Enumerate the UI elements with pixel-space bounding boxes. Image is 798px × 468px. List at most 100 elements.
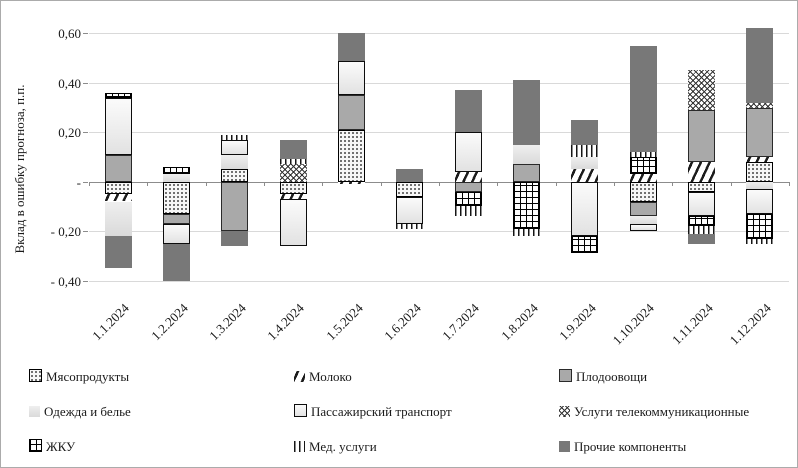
legend-label: Мясопродукты <box>46 369 130 384</box>
y-tick-label: 0,20 <box>58 125 81 141</box>
bar-segment-utilities <box>688 216 715 227</box>
bar-segment-clothes <box>746 181 774 190</box>
y-tick-label: 0,40 <box>58 75 81 91</box>
legend-label: Одежда и белье <box>44 404 131 419</box>
bar-segment-medical <box>221 134 249 140</box>
legend-label: Прочие компоненты <box>574 439 687 454</box>
legend-item-meat: Мясопродукты <box>29 369 129 385</box>
bar-segment-milk <box>688 161 715 182</box>
bar-segment-fruitveg <box>338 95 365 130</box>
bar-segment-medical <box>571 144 599 157</box>
legend-item-other: Прочие компоненты <box>559 439 686 455</box>
x-axis-tick <box>497 181 499 186</box>
legend-item-utilities: ЖКУ <box>29 439 75 455</box>
bar-segment-clothes <box>571 157 599 170</box>
bar-segment-transport <box>104 97 132 155</box>
bar-segment-meat <box>396 181 424 197</box>
bar-segment-transport <box>454 132 482 172</box>
y-axis-tick <box>83 280 88 282</box>
legend-label: Молоко <box>309 369 352 384</box>
x-axis-tick <box>555 181 557 186</box>
bar-segment-other <box>279 139 307 160</box>
y-tick-label: - 0,20 <box>50 224 81 240</box>
legend-item-clothes: Одежда и белье <box>29 404 131 420</box>
y-gridline <box>89 82 789 84</box>
legend-label: Услуги телекоммуникационные <box>574 404 750 419</box>
bar-segment-utilities <box>454 191 482 207</box>
bar-segment-meat <box>104 181 132 195</box>
bar-segment-telecom <box>279 164 307 182</box>
x-axis-tick <box>264 181 265 186</box>
legend-item-medical: Мед. услуги <box>294 439 377 455</box>
bar-segment-other <box>454 90 482 133</box>
x-axis-tick <box>147 181 149 186</box>
bar-segment-transport <box>221 139 249 155</box>
bar-segment-meat <box>746 161 774 182</box>
bar-segment-transport <box>279 199 307 246</box>
bar-segment-other <box>746 28 774 103</box>
legend-label: Мед. услуги <box>309 439 377 454</box>
legend-item-fruitveg: Плодоовощи <box>559 369 647 385</box>
bar-segment-fruitveg <box>688 110 715 162</box>
bar-segment-other <box>513 80 540 145</box>
bar-segment-fruitveg <box>629 201 657 217</box>
x-axis-tick <box>380 181 382 186</box>
x-axis-tick <box>614 181 615 186</box>
bar-segment-milk <box>571 169 599 182</box>
y-gridline <box>89 33 789 35</box>
bar-segment-meat <box>163 181 190 214</box>
legend-swatch-utilities <box>29 439 42 452</box>
bar-segment-meat <box>688 181 715 192</box>
bar-segment-clothes <box>629 216 657 224</box>
y-gridline <box>89 280 789 282</box>
y-tick-label: - <box>76 174 81 190</box>
bar-segment-medical <box>396 223 424 229</box>
y-gridline <box>89 132 789 134</box>
bar-segment-meat <box>279 181 307 195</box>
bar-segment-utilities <box>746 213 774 239</box>
bar-segment-medical <box>513 228 540 237</box>
bar-segment-meat <box>221 169 249 182</box>
bar-segment-clothes <box>163 174 190 182</box>
legend-item-transport: Пассажирский транспорт <box>294 404 452 420</box>
bar-segment-transport <box>163 223 190 244</box>
bar-segment-milk <box>104 194 132 202</box>
bar-segment-other <box>221 231 249 246</box>
bar-segment-transport <box>688 191 715 217</box>
bar-segment-utilities <box>513 181 540 229</box>
legend-swatch-medical <box>294 441 305 452</box>
legend-swatch-fruitveg <box>559 369 572 382</box>
legend-item-milk: Молоко <box>294 369 352 385</box>
x-axis-tick <box>89 181 90 186</box>
bar-segment-fruitveg <box>746 107 774 157</box>
x-axis-tick <box>439 181 440 186</box>
plot-area: Вклад в ошибку прогноза, п.п. 0,60 0,40 0,… <box>1 1 797 361</box>
bar-segment-medical <box>629 152 657 157</box>
bar-segment-utilities <box>629 157 657 175</box>
y-axis-tick <box>83 231 88 233</box>
bar-segment-transport <box>396 196 424 224</box>
bar-segment-milk <box>746 157 774 162</box>
bar-segment-other <box>629 45 657 153</box>
y-axis-tick <box>83 33 88 35</box>
x-axis-tick <box>730 181 732 186</box>
legend-label: Плодоовощи <box>576 369 648 384</box>
x-axis-tick <box>322 181 324 186</box>
legend-item-telecom: Услуги телекоммуникационные <box>559 404 749 420</box>
bar-segment-medical <box>454 206 482 217</box>
bar-segment-other <box>688 233 715 244</box>
bar-segment-transport <box>338 60 365 96</box>
bar-segment-other <box>571 119 599 145</box>
bar-segment-transport <box>629 223 657 232</box>
y-tick-label: 0,60 <box>58 26 81 42</box>
chart-legend: Мясопродукты Молоко Плодоовощи Одежда и бел… <box>1 359 797 467</box>
legend-swatch-milk <box>294 371 305 382</box>
x-axis-tick <box>205 181 207 186</box>
y-axis-tick <box>83 82 88 84</box>
legend-swatch-telecom <box>559 406 570 417</box>
bar-segment-clothes <box>221 154 249 170</box>
bar-segment-medical <box>279 159 307 165</box>
legend-swatch-clothes <box>29 406 40 417</box>
legend-label: Пассажирский транспорт <box>311 404 452 419</box>
y-axis-title: Вклад в ошибку прогноза, п.п. <box>12 84 27 254</box>
